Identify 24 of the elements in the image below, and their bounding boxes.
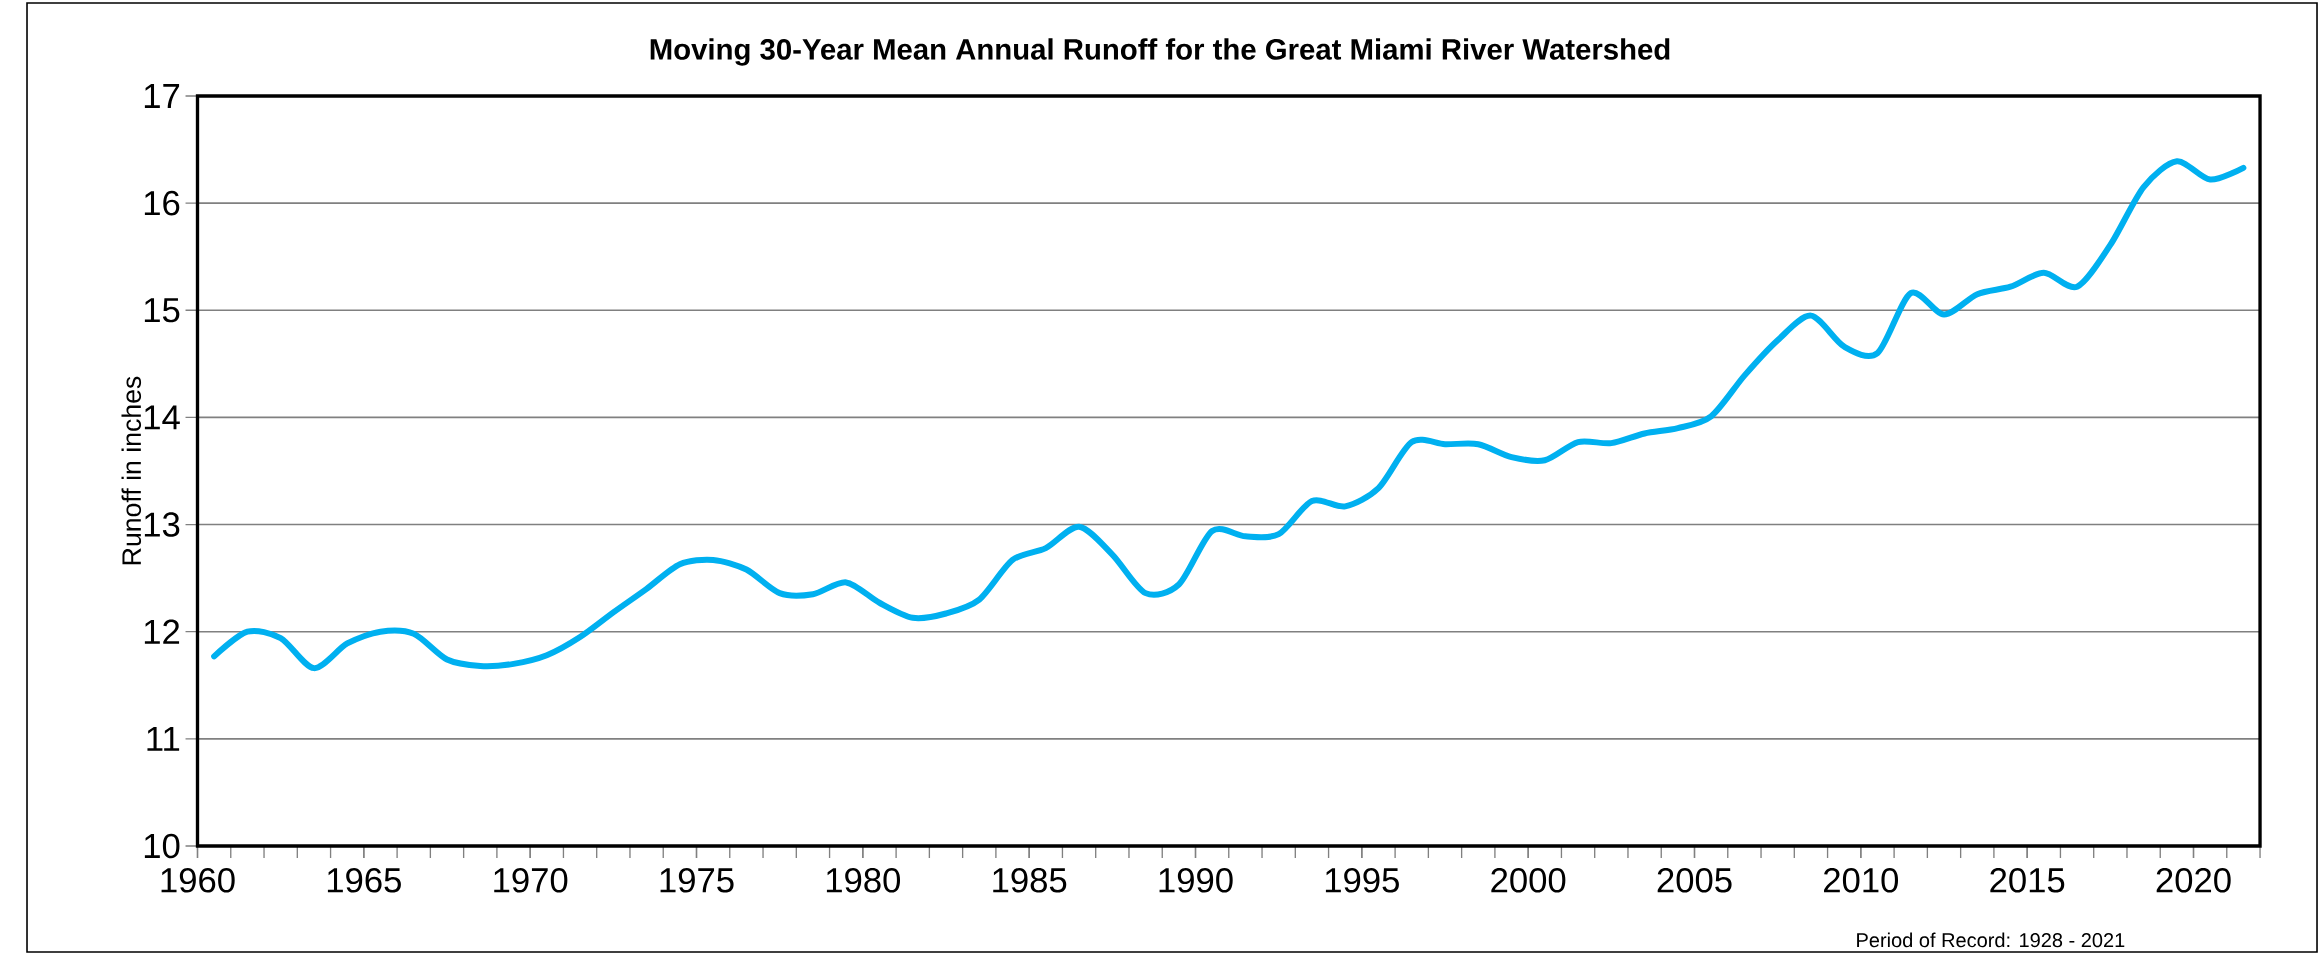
chart-title: Moving 30-Year Mean Annual Runoff for the Great Miami River Watershed xyxy=(650,38,1670,66)
x-tick-label: 2010 xyxy=(1824,868,1899,893)
y-tick-label: 15 xyxy=(144,298,180,323)
y-tick-label: 13 xyxy=(144,512,180,537)
x-tick-label: 2015 xyxy=(1990,868,2065,893)
y-axis-title: Runoff in inches xyxy=(121,376,142,565)
x-tick-label: 2000 xyxy=(1491,868,1566,893)
x-tick-label: 1990 xyxy=(1159,868,1233,893)
x-tick-label: 1985 xyxy=(993,868,1067,893)
x-tick-label: 1980 xyxy=(826,868,901,893)
x-tick-label: 2020 xyxy=(2156,868,2231,893)
y-tick-label: 14 xyxy=(144,405,180,430)
y-tick-label: 11 xyxy=(147,726,180,751)
x-tick-label: 1965 xyxy=(327,868,401,893)
x-tick-label: 1995 xyxy=(1325,868,1399,893)
x-tick-label: 2005 xyxy=(1657,868,1732,893)
y-tick-label: 10 xyxy=(144,833,180,859)
text: Period of Record: 1928 - 2021 xyxy=(1857,932,2125,948)
x-tick-label: 1960 xyxy=(161,868,235,893)
y-tick-label: 12 xyxy=(144,619,180,644)
x-tick-label: 1975 xyxy=(660,868,734,893)
y-tick-label: 17 xyxy=(144,84,180,108)
x-tick-label: 1970 xyxy=(494,868,568,893)
y-tick-label: 16 xyxy=(144,190,180,216)
